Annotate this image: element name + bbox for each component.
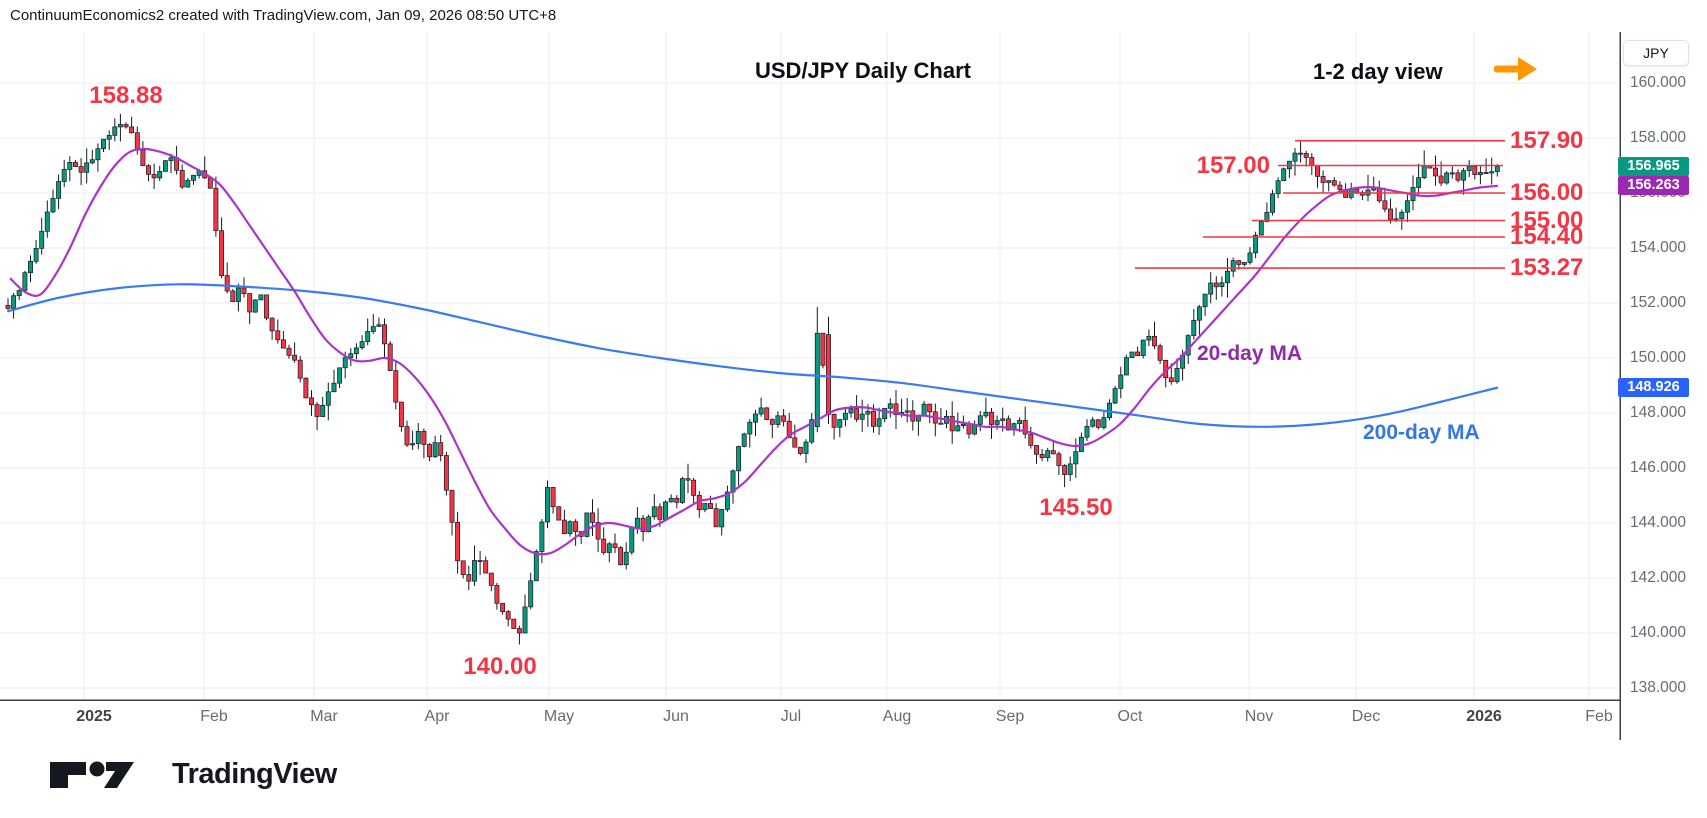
price-annotation: 140.00 [463,653,537,680]
time-tick: Jun [663,708,689,725]
ma20-value-badge: 156.263 [1618,176,1689,196]
ma20-label: 20-day MA [1197,342,1303,365]
tradingview-logo-text: TradingView [172,758,337,790]
price-tick: 146.000 [1630,459,1687,476]
time-tick: Feb [1585,708,1613,725]
time-tick: 2025 [76,708,112,725]
ma20-line [9,147,1499,556]
price-tick: 152.000 [1630,294,1687,311]
price-tick: 144.000 [1630,514,1687,531]
time-tick: Nov [1244,708,1274,725]
level-label: 154.40 [1510,223,1584,250]
time-tick: Apr [424,708,450,725]
price-annotation: 158.88 [89,82,163,109]
view-note-label: 1-2 day view [1313,59,1443,84]
last-price-badge: 156.965 [1618,156,1689,176]
price-tick: 150.000 [1630,349,1687,366]
byline: ContinuumEconomics2 created with Trading… [10,7,557,24]
ma200-line [7,283,1499,428]
level-label: 156.00 [1510,179,1584,206]
chart-title: USD/JPY Daily Chart [754,58,972,83]
price-tick: 160.000 [1630,74,1687,91]
time-tick: Feb [200,708,228,725]
time-tick: 2026 [1466,708,1502,725]
time-tick: Sep [995,708,1025,725]
currency-button[interactable]: JPY [1623,40,1689,66]
price-annotation: 145.50 [1039,494,1113,521]
price-tick: 142.000 [1630,569,1687,586]
price-tick: 158.000 [1630,129,1687,146]
time-tick: Mar [310,708,338,725]
level-label: 153.27 [1510,254,1584,282]
candle-bodies [5,124,1500,634]
level-label: 157.90 [1510,126,1584,154]
ma200-label: 200-day MA [1363,421,1480,444]
time-tick: Aug [882,708,912,725]
time-tick: Dec [1351,708,1381,725]
time-tick: Oct [1117,708,1143,725]
level-label: 155.00 [1510,206,1584,234]
time-tick: Jul [780,708,802,725]
orange-right-arrow-icon [1494,57,1537,81]
tradingview-logo-icon [50,761,134,788]
tradingview-logo[interactable]: TradingView [48,758,337,791]
time-tick: May [543,708,575,725]
price-tick: 140.000 [1630,624,1687,641]
price-tick: 138.000 [1630,679,1687,696]
price-tick: 154.000 [1630,239,1687,256]
level-label: 157.00 [1196,151,1270,179]
ma200-value-badge: 148.926 [1618,378,1689,398]
price-tick: 148.000 [1630,404,1687,421]
